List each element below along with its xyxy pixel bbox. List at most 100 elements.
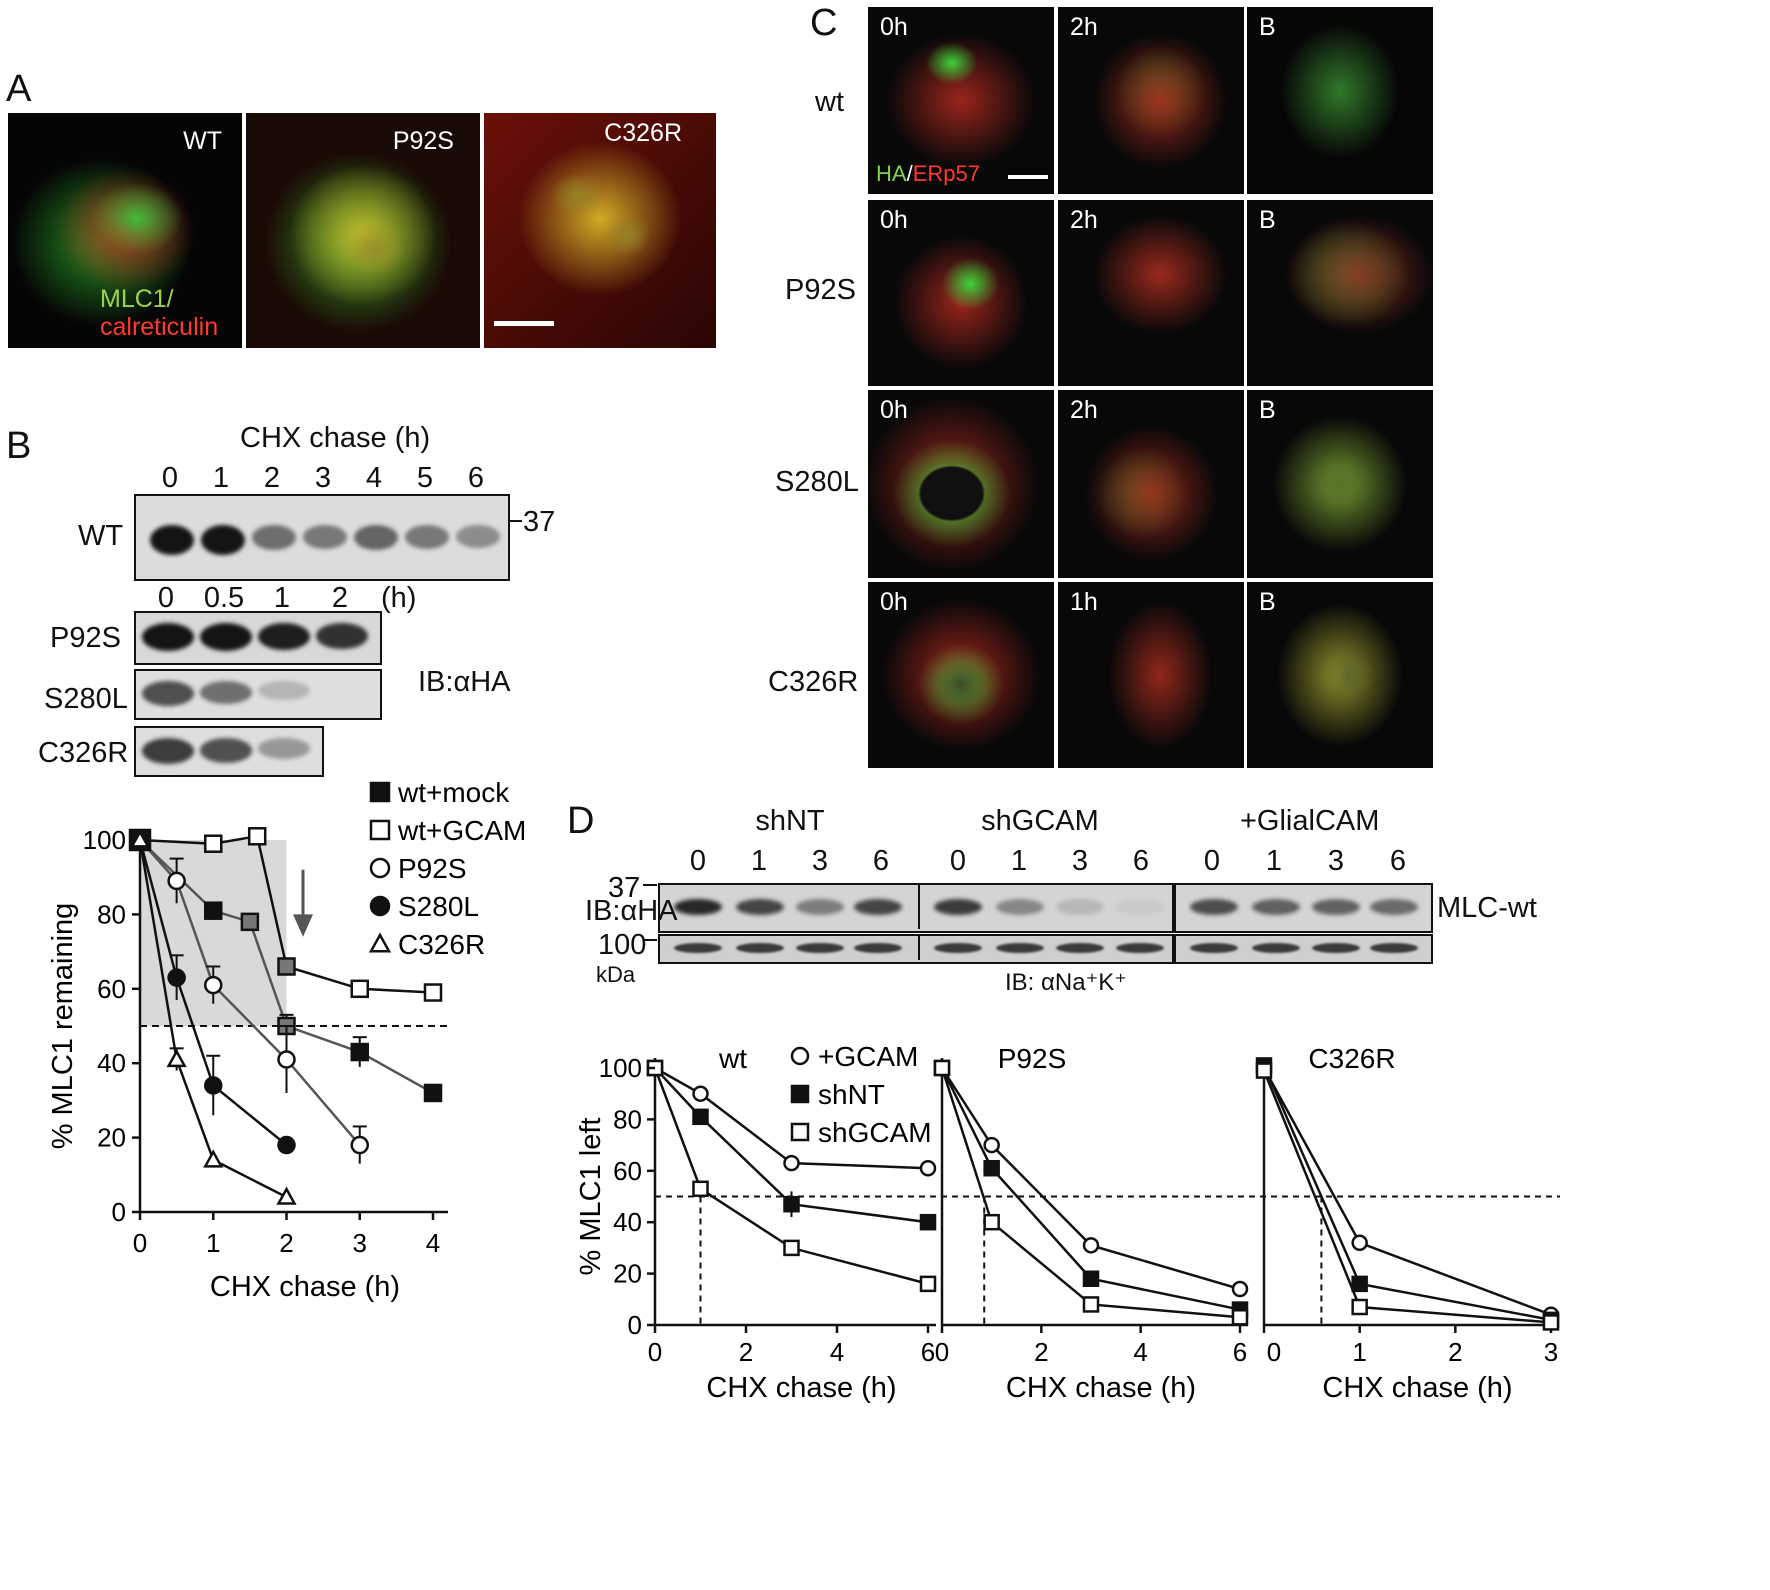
blot-d-ha-band-1-2 (1312, 899, 1360, 915)
chart-d1-marker-0-1 (983, 1136, 1000, 1154)
wtBlot-band-4 (354, 525, 398, 551)
blot-d-lane-1-3: 6 (1132, 845, 1150, 877)
chart-d0-ytick-label-3: 60 (613, 1156, 642, 1186)
blot-d-ha-band-0-0 (674, 899, 722, 915)
chart-b-ytick-label-0: 0 (112, 1197, 126, 1227)
blot-b-wt-lane-1: 1 (212, 462, 230, 494)
chart-d-legend-label-0: +GCAM (818, 1041, 918, 1072)
blot-d-nak-band-1-1 (1252, 943, 1300, 953)
micrograph-c-row-label-0: wt (815, 86, 844, 118)
blot-d-ha-left (658, 883, 1174, 933)
chart-d2-xtick-label-3: 3 (1544, 1337, 1558, 1367)
blot-b-chase-title: CHX chase (h) (240, 422, 431, 454)
blot-d-lane-0-1: 1 (750, 845, 768, 877)
blot-b-wt-lane-5: 5 (416, 462, 434, 494)
chart-d0-ytick-label-4: 80 (613, 1104, 642, 1134)
blot-b-mut-lane-0: 0 (157, 582, 175, 614)
blot-d-row-label: MLC-wt (1437, 892, 1537, 924)
chart-d0-ylabel: % MLC1 left (575, 1118, 607, 1276)
panel-label-d: D (567, 800, 595, 842)
chart-d1-marker-0-2 (1082, 1237, 1100, 1254)
chart-b-point-1-2 (247, 827, 267, 846)
micrograph-c-row-label-1: P92S (785, 274, 856, 306)
chart-b-legend-label-4: C326R (398, 929, 485, 960)
blot-d-ha-band-0-7 (1116, 899, 1164, 915)
chart-d2-xtick-label-2: 2 (1448, 1337, 1462, 1367)
chart-d2-title: C326R (1308, 1043, 1395, 1074)
marker-d-100-label: 100 (598, 929, 647, 961)
blot-d-ha-band-1-3 (1370, 899, 1418, 915)
wtBlot-band-1 (201, 525, 245, 555)
wtBlot-band-2 (252, 525, 296, 550)
micrograph-c-1-0: 0h (868, 200, 1054, 386)
chart-b-legend-marker-2 (369, 857, 391, 879)
chart-d0-marker-2-2 (783, 1239, 800, 1257)
stain-label-mlc1: MLC1/ (100, 285, 174, 313)
chart-d-legend-label-2: shGCAM (818, 1117, 932, 1148)
chart-d2-marker-2-0 (1255, 1062, 1273, 1079)
chart-b-xtick-label-0: 0 (133, 1228, 147, 1258)
chart-b-marker-2-4 (350, 1135, 369, 1155)
blot-b-mut-lane-3: 2 (331, 582, 349, 614)
blot-d-lane-0-2: 3 (811, 845, 829, 877)
chart-b-marker-2-1 (167, 871, 186, 891)
chart-b-xtick-label-3: 3 (353, 1228, 367, 1258)
chart-b-marker-2-2 (204, 975, 223, 995)
chart-b-xlabel: CHX chase (h) (210, 1271, 400, 1303)
chart-d0-marker-1-3 (919, 1213, 937, 1231)
chart-b-legend-label-1: wt+GCAM (397, 815, 526, 846)
stain-label-calreticulin: calreticulin (100, 313, 219, 341)
chart-b-marker-3-3 (277, 1135, 296, 1155)
chart-b: 0 20 40 60 80 100 0 1 2 3 4 CHX chase (h) % MLC1 rem… (47, 777, 526, 1303)
chart-d1-marker-2-3 (1231, 1309, 1249, 1326)
micrograph-c-2-2: B (1247, 390, 1433, 578)
chart-b-point-3-1 (167, 968, 186, 987)
chart-d0-ytick-label-2: 40 (613, 1207, 642, 1237)
chart-d1-series-line-0 (940, 1067, 1241, 1291)
blot-d-nak-band-0-0 (674, 943, 722, 953)
chart-b-point-4-2 (203, 1149, 224, 1168)
micrograph-c-1-0-label: 0h (880, 206, 908, 234)
blot-b-mut-lane-2: 1 (273, 582, 291, 614)
chart-d0-marker-2-1 (692, 1180, 709, 1198)
blot-d-divider-top (918, 883, 920, 929)
chart-b-ytick-label-1: 20 (97, 1123, 126, 1153)
chart-d1-marker-2-1 (983, 1213, 1000, 1231)
chart-b-point-4-0 (129, 829, 151, 848)
micrograph-c-3-2: B (1247, 582, 1433, 768)
micrograph-c-2-1: 2h (1058, 390, 1244, 578)
blot-d-group-1: shGCAM (981, 805, 1099, 837)
blot-b-wt-lane-3: 3 (314, 462, 332, 494)
chart-d1-xtick-label-3: 6 (1233, 1337, 1247, 1367)
blot-b-c326r-label: C326R (38, 737, 129, 769)
chart-b-point-2-4 (350, 1135, 369, 1155)
blot-d-lane-2-0: 0 (1203, 845, 1221, 877)
micrograph-a-wt: WT MLC1/ calreticulin (8, 113, 242, 348)
wtBlot-band-0 (150, 525, 194, 555)
chart-d2-marker-1-1 (1351, 1275, 1368, 1293)
blot-d-ha-band-0-2 (796, 899, 844, 915)
blot-d-ha-band-0-3 (854, 899, 902, 915)
chart-b-legend-marker-3 (369, 895, 391, 917)
blot-d-lane-0-0: 0 (689, 845, 707, 877)
wtBlot-band-5 (405, 525, 449, 549)
mutBlot2-band-0 (142, 738, 194, 764)
chart-b-point-4-1 (166, 1048, 187, 1068)
chart-d2-marker-0-1 (1351, 1234, 1368, 1252)
chart-d0-xtick-label-1: 2 (739, 1337, 753, 1367)
mutBlot0-band-0 (142, 623, 194, 651)
chart-b-series-line-3 (138, 839, 288, 1147)
micrograph-a-c326r-label: C326R (604, 119, 682, 147)
chart-b-series-line-4 (138, 839, 288, 1199)
blot-b-c326r (134, 726, 324, 777)
mutBlot1-band-2 (258, 681, 310, 701)
chart-d1-series-line-2 (940, 1067, 1241, 1319)
mutBlot2-band-2 (258, 738, 310, 759)
mutBlot0-band-2 (258, 623, 310, 651)
blot-b-wt-lane-6: 6 (467, 462, 485, 494)
chart-d2-series-line-0 (1262, 1067, 1552, 1316)
marker-d-37-tick (643, 884, 657, 886)
chart-d0-title: wt (718, 1043, 747, 1074)
chart-b-legend-marker-0 (369, 781, 391, 803)
micrograph-c-3-2-label: B (1259, 588, 1276, 616)
